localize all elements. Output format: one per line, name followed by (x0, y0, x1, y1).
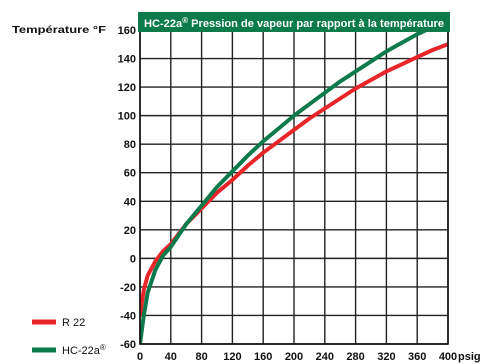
x-tick-label: 40 (165, 351, 177, 363)
y-axis-label: Température °F (12, 25, 106, 36)
y-tick-label: 120 (118, 82, 136, 94)
y-tick-label: 20 (124, 225, 136, 237)
x-tick-label: 80 (195, 351, 207, 363)
chart-banner (138, 12, 450, 32)
y-tick-label: -20 (120, 282, 136, 294)
legend-label: HC-22a® (62, 343, 106, 357)
y-tick-label: 160 (118, 25, 136, 37)
x-tick-label: 400 (439, 351, 457, 363)
y-tick-label: 60 (124, 168, 136, 180)
legend-label: R 22 (62, 317, 85, 329)
y-tick-label: 0 (130, 253, 136, 265)
x-tick-label: 0 (137, 351, 143, 363)
x-tick-label: 320 (377, 351, 395, 363)
y-tick-label: -40 (120, 310, 136, 322)
y-tick-label: 100 (118, 111, 136, 123)
x-tick-label: 120 (223, 351, 241, 363)
x-tick-label: 200 (285, 351, 303, 363)
series-line-r22 (140, 42, 448, 318)
y-tick-label: 40 (124, 196, 136, 208)
chart-title: HC-22a® Pression de vapeur par rapport à… (144, 16, 444, 30)
x-tick-label: 160 (254, 351, 272, 363)
x-tick-label: 240 (316, 351, 334, 363)
x-tick-label: 280 (346, 351, 364, 363)
series-line-hc22a (140, 30, 432, 344)
y-tick-label: -60 (120, 339, 136, 351)
y-tick-label: 80 (124, 139, 136, 151)
x-tick-label: 360 (408, 351, 426, 363)
y-tick-label: 140 (118, 54, 136, 66)
x-axis-label: psig (458, 351, 481, 363)
